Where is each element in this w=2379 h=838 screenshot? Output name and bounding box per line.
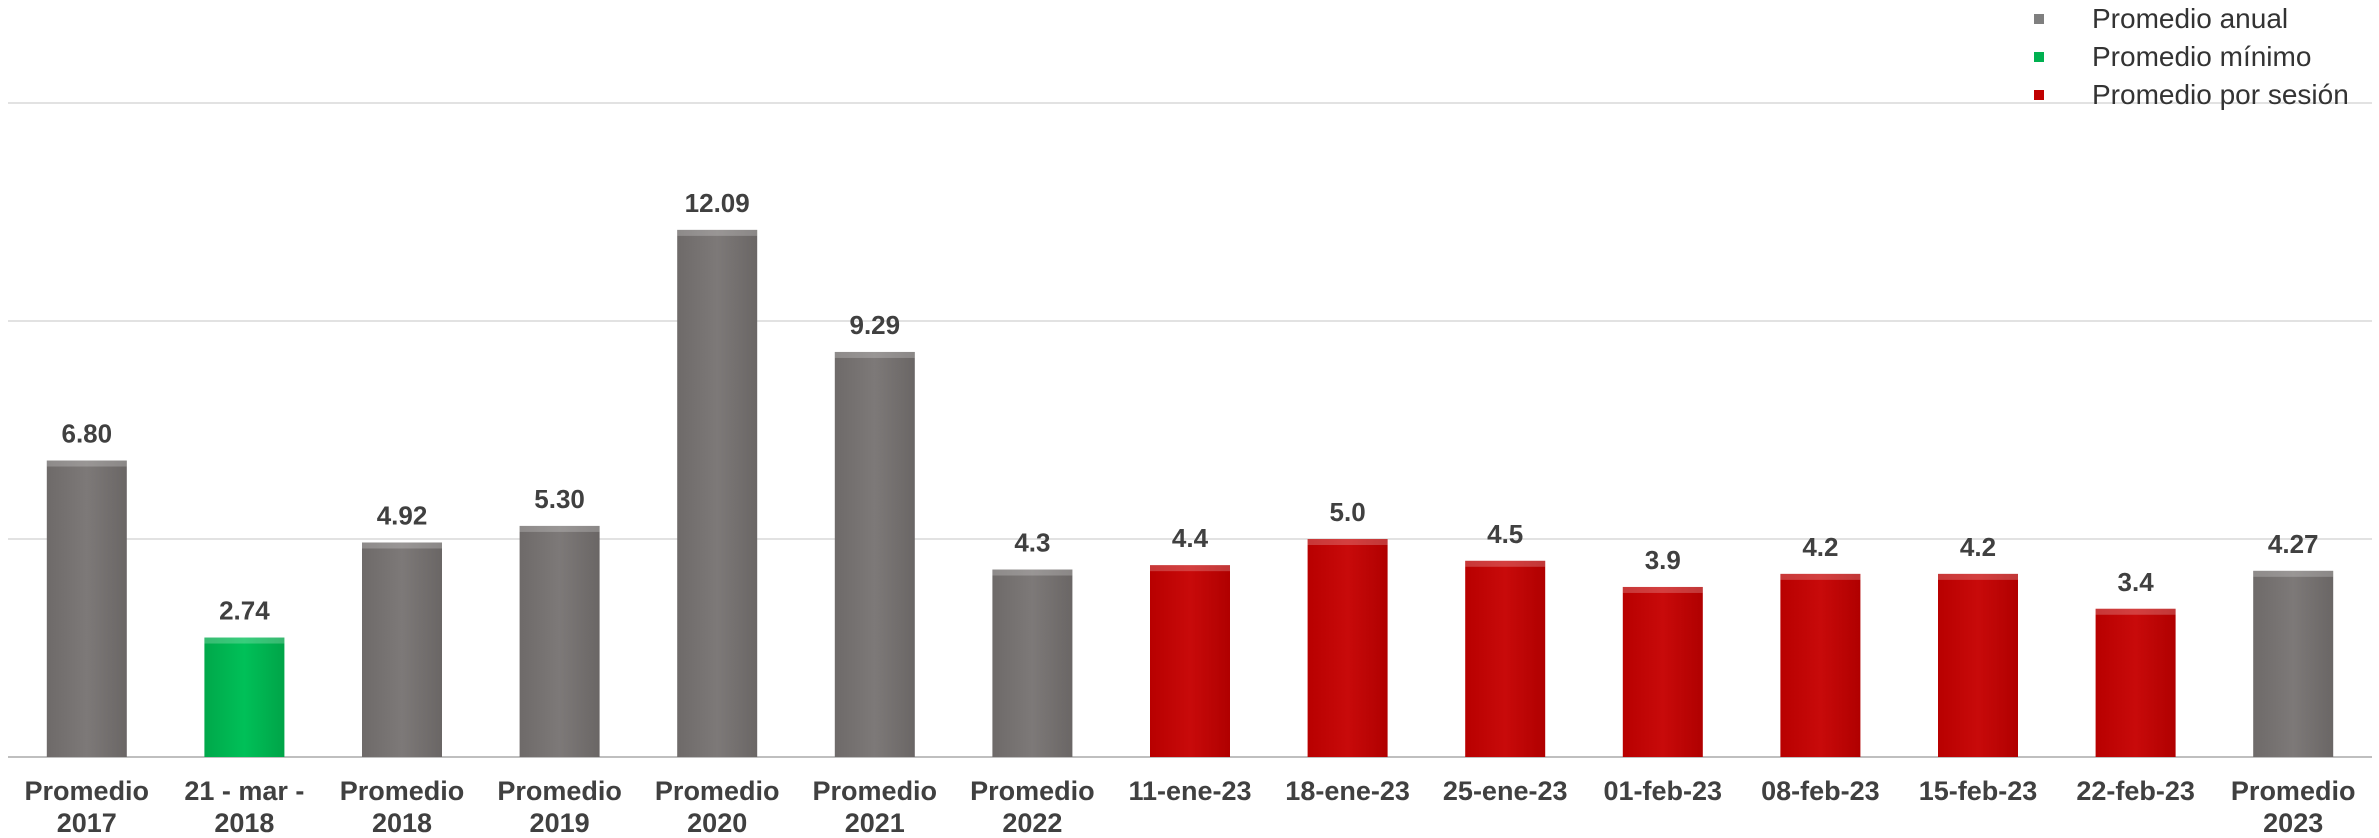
data-label: 4.5 (1487, 519, 1523, 549)
x-tick-label: 25-ene-23 (1443, 776, 1568, 806)
x-tick-label: 2017 (57, 808, 117, 838)
x-tick-label: 2018 (214, 808, 274, 838)
bar-bevel (2095, 608, 2176, 615)
x-tick-label: Promedio (655, 776, 780, 806)
legend-label-anual: Promedio anual (2092, 3, 2289, 34)
x-tick-label: 2022 (1002, 808, 1062, 838)
bar-bevel (2253, 570, 2334, 577)
data-label: 12.09 (685, 188, 750, 218)
legend-label-minimo: Promedio mínimo (2092, 41, 2312, 72)
x-tick-label: 2018 (372, 808, 432, 838)
data-label: 4.4 (1172, 523, 1209, 553)
data-label: 3.9 (1645, 545, 1681, 575)
legend-label-sesion: Promedio por sesión (2092, 79, 2349, 110)
bar-sesion (1465, 560, 1546, 757)
x-tick-label: 2019 (530, 808, 590, 838)
data-label: 5.0 (1330, 497, 1366, 527)
legend-item-sesion: Promedio por sesión (2020, 76, 2370, 114)
data-label: 6.80 (61, 419, 112, 449)
bar-bevel (1622, 586, 1703, 593)
x-tick-label: 01-feb-23 (1604, 776, 1723, 806)
x-tick-label: Promedio (497, 776, 622, 806)
bar-sesion (1938, 573, 2018, 757)
bar-bevel (834, 351, 915, 358)
bar-bevel (1938, 573, 2018, 580)
bar-bevel (362, 542, 442, 549)
bar-anual (46, 460, 127, 757)
bar-anual (992, 569, 1073, 757)
bar-bevel (992, 569, 1073, 576)
x-tick-label: Promedio (813, 776, 938, 806)
bar-minimo (204, 637, 285, 757)
x-tick-label: Promedio (970, 776, 1095, 806)
bar-bevel (46, 460, 127, 467)
bar-sesion (1780, 573, 1861, 757)
bar-sesion (1307, 539, 1388, 757)
bar-anual (834, 351, 915, 757)
data-label: 9.29 (849, 310, 900, 340)
data-label: 4.3 (1014, 528, 1050, 558)
bar-anual (519, 525, 600, 757)
x-tick-label: Promedio (2231, 776, 2356, 806)
value-labels: 6.80 2.74 4.92 5.30 12.09 9.29 4.3 4.4 5.0 4.5 3.9… (61, 188, 2318, 626)
data-label: 5.30 (534, 484, 585, 514)
data-label: 2.74 (219, 596, 270, 626)
bar-sesion (2095, 608, 2176, 757)
x-tick-label: 08-feb-23 (1761, 776, 1880, 806)
x-tick-label: 2023 (2263, 808, 2323, 838)
x-tick-label: 22-feb-23 (2076, 776, 2195, 806)
legend-item-minimo: Promedio mínimo (2020, 38, 2370, 76)
bar-anual (2253, 570, 2334, 757)
legend-item-anual: Promedio anual (2020, 0, 2370, 38)
legend-swatch-sesion (2034, 90, 2044, 100)
x-tick-label: 11-ene-23 (1128, 776, 1251, 806)
x-tick-label: 21 - mar - (184, 776, 304, 806)
bar-bevel (1465, 560, 1546, 567)
bar-anual (362, 542, 442, 757)
x-tick-label: Promedio (340, 776, 465, 806)
legend-swatch-anual (2034, 14, 2044, 24)
bar-sesion (1622, 586, 1703, 757)
bar-sesion (1150, 565, 1230, 757)
data-label: 4.27 (2268, 529, 2319, 559)
data-label: 4.2 (1960, 532, 1996, 562)
data-label: 4.92 (377, 500, 428, 530)
legend-swatch-minimo (2034, 52, 2044, 62)
bar-bevel (677, 229, 758, 236)
legend: Promedio anual Promedio mínimo Promedio … (2020, 0, 2370, 114)
x-tick-label: 2020 (687, 808, 747, 838)
x-tick-label: 15-feb-23 (1919, 776, 2038, 806)
x-tick-label: 18-ene-23 (1285, 776, 1410, 806)
bar-bevel (204, 637, 285, 644)
bar-bevel (1150, 565, 1230, 572)
bars (46, 229, 2334, 758)
bar-bevel (1307, 539, 1388, 545)
bar-bevel (519, 525, 600, 532)
x-tick-label: 2021 (845, 808, 905, 838)
data-label: 3.4 (2118, 567, 2155, 597)
bar-anual (677, 229, 758, 758)
bar-bevel (1780, 573, 1861, 580)
data-label: 4.2 (1802, 532, 1838, 562)
x-tick-label: Promedio (25, 776, 150, 806)
